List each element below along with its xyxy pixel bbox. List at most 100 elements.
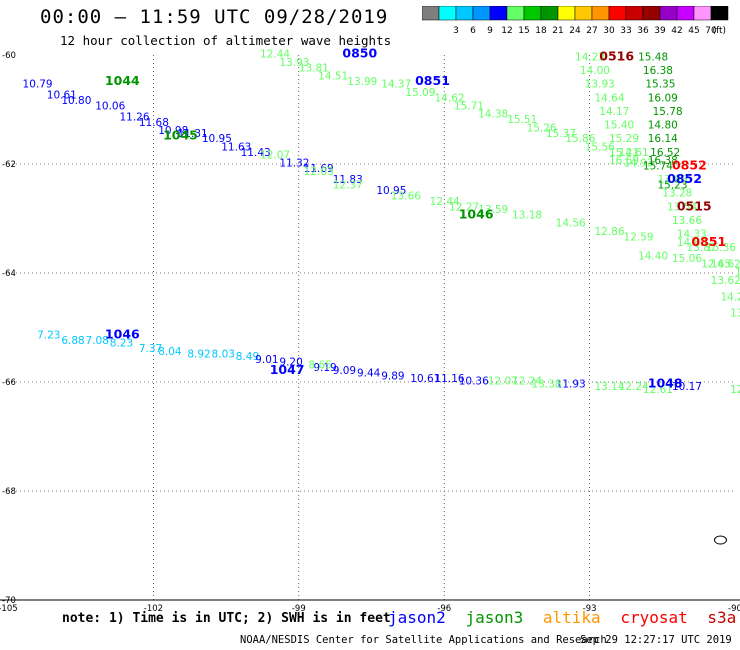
wave-height-label: 8.03 <box>212 348 235 360</box>
wave-height-label: 11.32 <box>279 158 309 170</box>
wave-height-label: 16.38 <box>648 155 678 167</box>
footnote: note: 1) Time is in UTC; 2) SWH is in fe… <box>62 611 391 626</box>
scale-tick-label: 70 <box>705 26 717 36</box>
wave-height-label: 8.92 <box>187 348 210 360</box>
wave-height-label: 7.23 <box>37 329 60 341</box>
scale-tick-label: 18 <box>535 26 547 36</box>
wave-height-label: 14.80 <box>648 120 678 132</box>
x-tick-label: -105 <box>0 604 18 614</box>
wave-height-label: 12.37 <box>333 180 363 192</box>
wave-height-label: 13.93 <box>279 57 309 69</box>
pass-time-label: 1045 <box>163 127 198 142</box>
pass-time-label: 0851 <box>415 73 450 88</box>
wave-height-label: 13.62 <box>730 308 740 320</box>
wave-height-label: 13.93 <box>585 79 615 91</box>
wave-height-label: 14.62 <box>711 259 740 271</box>
wave-height-label: 16.09 <box>648 92 678 104</box>
wave-height-label: 9.44 <box>357 368 381 380</box>
wave-height-label: 15.71 <box>454 101 484 113</box>
legend-jason2: jason2 <box>388 608 446 627</box>
wave-height-label: 11.69 <box>304 163 334 175</box>
scale-unit-label: (ft) <box>712 26 726 36</box>
wave-height-label: 8.65 <box>308 359 331 371</box>
wave-height-label: 15.06 <box>672 253 702 265</box>
wave-height-label: 12.27 <box>449 201 479 213</box>
wave-height-label: 10.80 <box>61 95 91 107</box>
y-tick-label: -62 <box>2 160 16 170</box>
wave-height-label: 11.68 <box>139 117 169 129</box>
wave-height-label: 13.99 <box>347 76 377 88</box>
wave-height-label: 6.88 <box>61 335 84 347</box>
legend-altika: altika <box>542 608 601 627</box>
wave-height-label: 12.03 <box>304 166 334 178</box>
wave-height-label: 10.95 <box>202 133 232 145</box>
wave-height-label: 12.65 <box>701 259 731 271</box>
wave-height-label: 10.17 <box>672 381 702 393</box>
wave-height-label: 14.40 <box>638 250 668 262</box>
wave-height-label: 8.23 <box>110 338 133 350</box>
wave-height-label: 15.09 <box>405 87 435 99</box>
wave-height-label: 13.18 <box>512 210 542 222</box>
wave-height-label: 10.61 <box>410 373 440 385</box>
scale-tick-label: 3 <box>453 26 459 36</box>
wave-height-label: 15.48 <box>638 51 668 63</box>
wave-height-label: 15.86 <box>565 133 595 145</box>
x-tick-label: -90 <box>728 604 740 614</box>
wave-height-label: 12.61 <box>643 384 673 396</box>
wave-height-label: 9.89 <box>381 370 404 382</box>
wave-height-label: 8.49 <box>236 351 259 363</box>
pass-time-label: 0852 <box>667 171 702 186</box>
scale-tick-label: 33 <box>620 26 631 36</box>
wave-height-label: 9.20 <box>279 357 302 369</box>
color-scale-legend: 3 6 9 12 15 18 21 24 27 30 33 36 39 42 45 70(ft) <box>422 6 729 36</box>
wave-height-label: 10.36 <box>459 376 489 388</box>
wave-height-label: 14.27 <box>720 291 740 303</box>
pass-time-label: 1044 <box>105 73 140 88</box>
wave-height-label: 12.44 <box>260 49 290 61</box>
wave-height-label: 12.07 <box>260 150 290 162</box>
wave-height-label: 13.59 <box>478 204 508 216</box>
wave-height-label: 12.59 <box>624 231 654 243</box>
wave-height-label: 15.37 <box>546 128 576 140</box>
scale-tick-label: 36 <box>637 26 649 36</box>
wave-height-label: 11.31 <box>178 128 208 140</box>
scale-tick-label: 39 <box>654 26 666 36</box>
wave-height-label: 13.62 <box>711 275 740 287</box>
wave-height-label: 13.87 <box>687 242 717 254</box>
x-tick-label: -93 <box>583 604 597 614</box>
wave-height-label: 16.69 <box>609 155 639 167</box>
wave-height-label: 14.51 <box>318 71 348 83</box>
wave-height-label: 15.35 <box>645 79 675 91</box>
credit-line: NOAA/NESDIS Center for Satellite Applica… <box>240 634 607 646</box>
wave-height-label: 10.06 <box>95 101 125 113</box>
wave-height-label: 9.19 <box>313 362 336 374</box>
wave-height-label: 13.86 <box>657 174 687 186</box>
wave-height-label: 9.01 <box>255 354 278 366</box>
pass-time-label: 1046 <box>459 207 494 222</box>
wave-height-label: 13.66 <box>391 190 421 202</box>
wave-height-label: 15.78 <box>653 106 683 118</box>
satellite-legend: jason2 jason3 altika cryosat s3a <box>388 608 740 627</box>
wave-height-label: 15.56 <box>585 141 615 153</box>
wave-height-label: 11.63 <box>221 141 251 153</box>
scale-tick-label: 12 <box>501 26 512 36</box>
y-tick-label: -70 <box>2 596 16 606</box>
scale-tick-label: 21 <box>552 26 563 36</box>
wave-height-label: 15.74 <box>643 160 673 172</box>
wave-height-label: 11.93 <box>556 378 586 390</box>
y-tick-label: -66 <box>2 378 16 388</box>
y-tick-label: -60 <box>2 51 16 61</box>
wave-height-label: 15.36 <box>706 242 736 254</box>
scale-swatch <box>710 6 729 21</box>
scale-tick-label: 15 <box>518 26 529 36</box>
scale-tick-label: 6 <box>470 26 476 36</box>
wave-height-label: 10.79 <box>23 79 53 91</box>
chart-subtitle: 12 hour collection of altimeter wave hei… <box>60 33 392 48</box>
wave-height-label: 14.93 <box>624 158 654 170</box>
wave-height-label: 14.37 <box>381 79 411 91</box>
wave-height-label: 14.64 <box>594 92 624 104</box>
pass-time-label: 0850 <box>342 46 377 61</box>
wave-height-label: 15.23 <box>657 180 687 192</box>
pass-time-label: 1047 <box>270 362 305 377</box>
